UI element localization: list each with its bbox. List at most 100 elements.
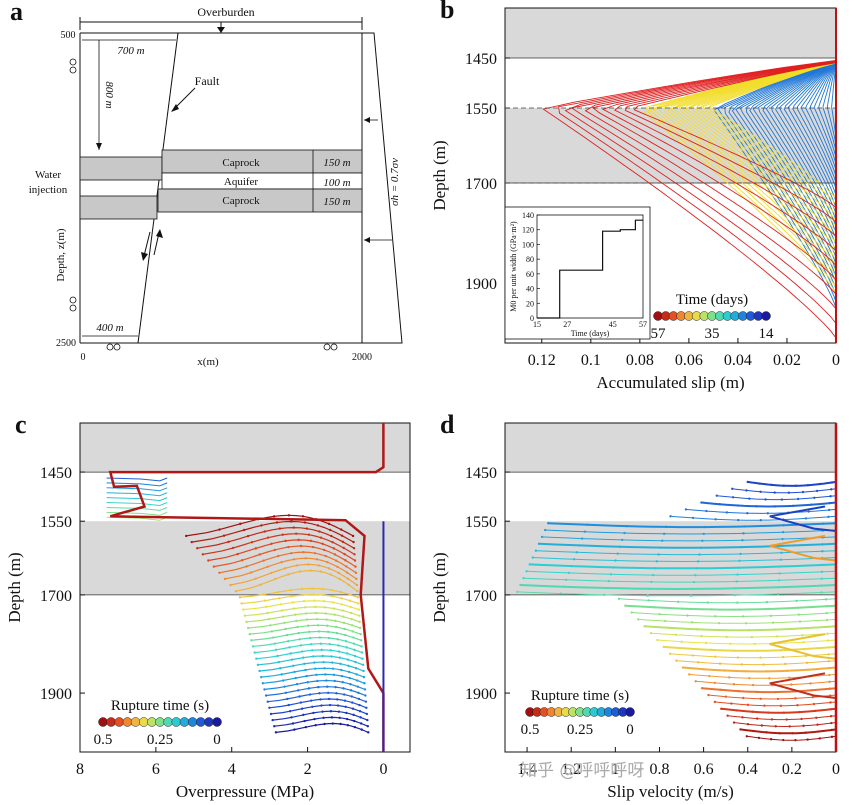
xtick-label-6: 6 <box>152 761 160 778</box>
pressure-point <box>276 654 279 658</box>
pressure-point <box>345 565 348 568</box>
pressure-point <box>317 630 321 633</box>
velocity-point <box>786 669 789 673</box>
pressure-point <box>222 534 226 537</box>
slip-curve-0 <box>713 60 837 309</box>
pressure-point <box>234 589 238 593</box>
pressure-point <box>283 685 286 688</box>
pressure-point <box>229 583 232 587</box>
velocity-point <box>605 586 608 590</box>
velocity-point <box>812 702 816 706</box>
shaded-band-0 <box>505 8 836 58</box>
velocity-point <box>528 563 531 566</box>
pressure-point <box>340 674 344 678</box>
pressure-point <box>278 597 281 600</box>
velocity-point <box>804 517 808 520</box>
velocity-point <box>543 528 547 532</box>
velocity-point <box>698 553 701 556</box>
pressure-point <box>185 534 188 538</box>
pressure-point <box>338 577 342 581</box>
velocity-point <box>534 549 538 552</box>
pressure-point <box>337 571 340 575</box>
velocity-point <box>810 503 813 506</box>
pressure-point <box>325 679 328 682</box>
pressure-point <box>309 539 313 543</box>
velocity-curve <box>685 508 837 514</box>
pressure-point <box>340 528 343 531</box>
pressure-point <box>342 546 345 550</box>
velocity-point <box>661 539 664 542</box>
slip-curve-0 <box>783 61 837 209</box>
pressure-point <box>321 710 324 713</box>
pressure-point <box>218 571 221 574</box>
pressure-point <box>272 636 275 639</box>
stress-label: σh = 0.7σv <box>389 158 401 206</box>
velocity-loop <box>769 672 837 699</box>
xtick-label-2: 2 <box>304 761 312 778</box>
velocity-point <box>746 722 750 726</box>
velocity-point <box>790 683 793 686</box>
velocity-point <box>674 633 678 636</box>
pressure-point <box>262 593 265 596</box>
velocity-point <box>796 497 800 501</box>
pressure-point <box>307 533 311 536</box>
shaded-band-0 <box>80 423 410 473</box>
pressure-point <box>287 545 290 549</box>
pressure-point <box>324 612 327 615</box>
pressure-point <box>274 648 278 652</box>
velocity-point <box>806 484 810 487</box>
inset-background <box>504 206 651 340</box>
velocity-curve <box>670 515 837 521</box>
pressure-point <box>335 692 338 695</box>
velocity-point <box>609 573 613 576</box>
inset-ytick-label: 100 <box>522 240 534 249</box>
slip-curve-0 <box>757 60 837 246</box>
pressure-point <box>286 697 289 701</box>
pressure-point <box>356 679 359 682</box>
pressure-point <box>255 657 258 660</box>
slip-curve-1 <box>669 61 837 255</box>
thickness-bottom: 150 m <box>323 196 350 208</box>
slip-curve-0 <box>826 62 837 146</box>
velocity-point <box>690 621 694 624</box>
pressure-point <box>281 533 284 536</box>
slip-curve-0 <box>762 61 837 240</box>
pressure-point <box>280 561 283 564</box>
velocity-point <box>715 494 719 497</box>
velocity-point <box>648 587 651 591</box>
pressure-point <box>300 650 304 653</box>
xtick-label-1: 1 <box>611 761 619 778</box>
velocity-point <box>705 509 708 513</box>
pressure-point <box>364 700 368 703</box>
velocity-point <box>735 580 738 583</box>
velocity-point <box>820 570 824 574</box>
velocity-point <box>802 724 805 728</box>
velocity-point <box>767 607 771 611</box>
velocity-point <box>821 522 825 525</box>
inset-xlabel: Time (days) <box>571 329 610 338</box>
pressure-point <box>332 607 336 610</box>
roller-left-1 <box>69 66 77 74</box>
pressure-point <box>324 554 327 558</box>
velocity-point <box>691 516 695 520</box>
velocity-point <box>741 615 745 618</box>
pressure-point <box>356 685 360 688</box>
velocity-curve <box>638 618 837 624</box>
pressure-point <box>348 599 352 602</box>
velocity-point <box>806 668 810 671</box>
pressure-point <box>357 691 360 694</box>
pressure-point <box>343 699 347 702</box>
stress-profile <box>362 32 403 344</box>
pressure-point <box>309 699 313 702</box>
initial-pressure-profile <box>108 423 385 752</box>
pressure-point <box>278 527 282 530</box>
velocity-point <box>746 703 750 707</box>
pressure-point <box>364 694 367 697</box>
velocity-point <box>731 496 735 499</box>
velocity-point <box>669 626 672 630</box>
pressure-point <box>321 542 324 546</box>
stress-arrowhead-0 <box>364 117 370 123</box>
velocity-point <box>686 647 689 650</box>
velocity-point <box>708 674 711 678</box>
pressure-point <box>263 530 266 533</box>
